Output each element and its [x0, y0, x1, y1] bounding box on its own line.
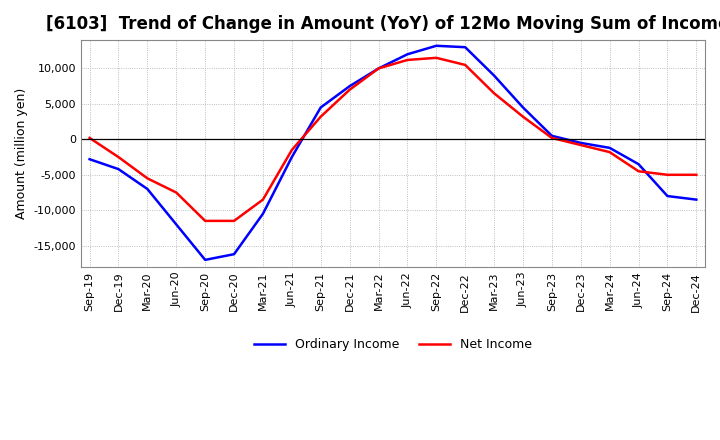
Ordinary Income	[143, 186, 152, 191]
Net Income	[230, 218, 238, 224]
Net Income	[634, 169, 643, 174]
Net Income	[663, 172, 672, 177]
Ordinary Income	[432, 43, 441, 48]
Net Income	[490, 91, 498, 96]
Net Income	[143, 176, 152, 181]
Net Income	[374, 66, 383, 71]
Title: [6103]  Trend of Change in Amount (YoY) of 12Mo Moving Sum of Incomes: [6103] Trend of Change in Amount (YoY) o…	[46, 15, 720, 33]
Ordinary Income	[547, 133, 556, 139]
Net Income	[432, 55, 441, 60]
Net Income	[461, 62, 469, 68]
Net Income	[258, 197, 267, 202]
Ordinary Income	[606, 145, 614, 150]
Ordinary Income	[634, 161, 643, 167]
Ordinary Income	[258, 211, 267, 216]
Ordinary Income	[114, 166, 123, 172]
Ordinary Income	[490, 73, 498, 78]
Ordinary Income	[663, 194, 672, 199]
Net Income	[172, 190, 181, 195]
Y-axis label: Amount (million yen): Amount (million yen)	[15, 88, 28, 219]
Net Income	[577, 143, 585, 148]
Ordinary Income	[374, 66, 383, 71]
Ordinary Income	[461, 44, 469, 50]
Ordinary Income	[230, 252, 238, 257]
Net Income	[403, 57, 412, 62]
Net Income	[346, 87, 354, 92]
Ordinary Income	[85, 157, 94, 162]
Net Income	[287, 147, 296, 153]
Net Income	[692, 172, 701, 177]
Net Income	[85, 135, 94, 140]
Legend: Ordinary Income, Net Income: Ordinary Income, Net Income	[249, 333, 537, 356]
Ordinary Income	[172, 222, 181, 227]
Ordinary Income	[346, 84, 354, 89]
Net Income	[201, 218, 210, 224]
Net Income	[518, 114, 527, 119]
Net Income	[547, 135, 556, 140]
Ordinary Income	[201, 257, 210, 263]
Ordinary Income	[577, 140, 585, 146]
Net Income	[114, 154, 123, 160]
Ordinary Income	[518, 105, 527, 110]
Line: Net Income: Net Income	[89, 58, 696, 221]
Net Income	[606, 150, 614, 155]
Ordinary Income	[692, 197, 701, 202]
Ordinary Income	[403, 51, 412, 57]
Line: Ordinary Income: Ordinary Income	[89, 46, 696, 260]
Net Income	[316, 114, 325, 119]
Ordinary Income	[287, 154, 296, 160]
Ordinary Income	[316, 105, 325, 110]
